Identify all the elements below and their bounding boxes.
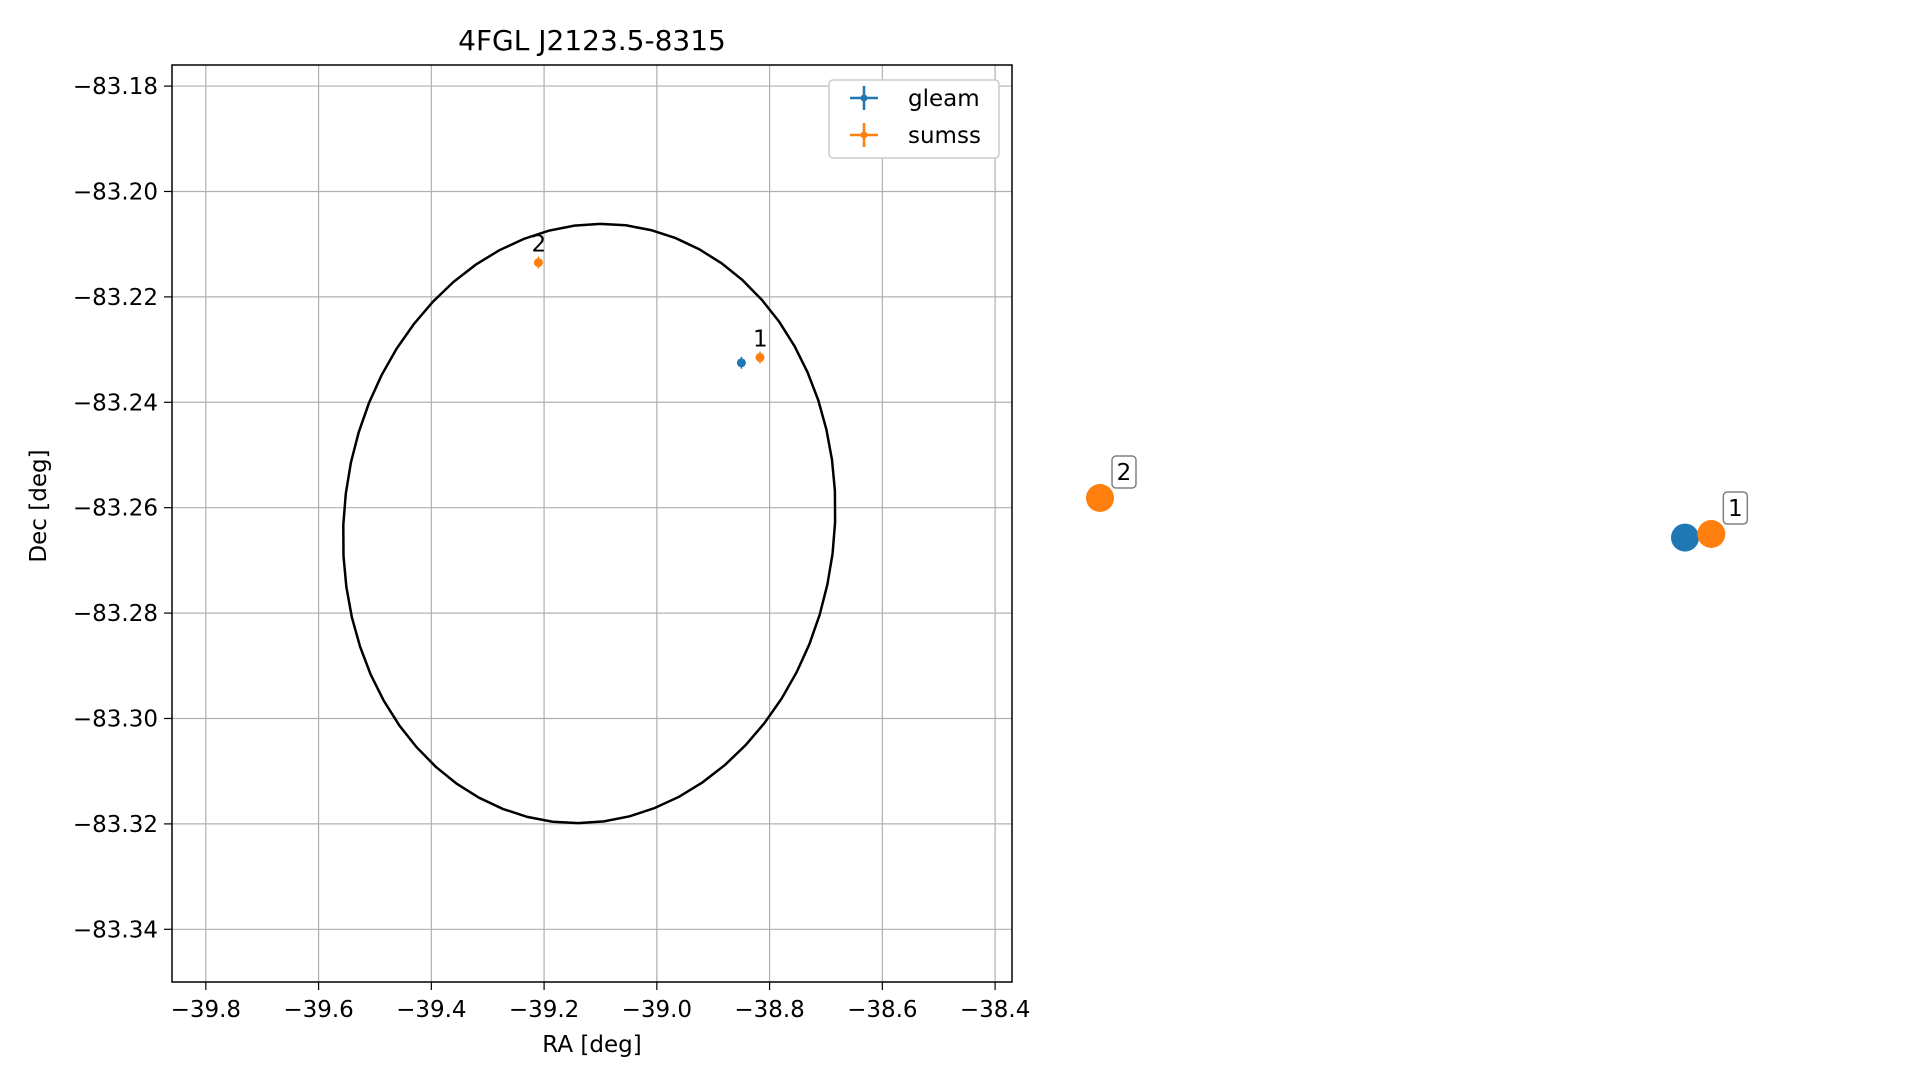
x-axis-label: RA [deg]: [542, 1032, 641, 1058]
overview-label-1: 1: [1722, 491, 1749, 525]
sumss-point-label: 2: [531, 232, 546, 258]
y-tick-label: −83.26: [73, 496, 158, 522]
y-tick-label: −83.34: [73, 917, 158, 943]
grid: [172, 65, 1012, 982]
overview-point: [1086, 484, 1114, 512]
axes-frame: [171, 64, 1013, 983]
sumss-point: [755, 352, 765, 362]
legend-label-gleam: gleam: [908, 86, 980, 112]
gleam-point: [736, 358, 746, 368]
legend-item-gleam: gleam: [850, 86, 980, 112]
x-tick-label: −39.8: [171, 997, 241, 1023]
y-tick-label: −83.32: [73, 812, 158, 838]
y-tick-label: −83.30: [73, 706, 158, 732]
ticks: −39.8 −39.6 −39.4 −39.2 −39.0 −38.8 −38.6 −38.4…: [73, 74, 1030, 1023]
localization-ellipse-layer: [342, 222, 837, 825]
y-tick-label: −83.18: [73, 74, 158, 100]
overview-label-2: 2: [1111, 455, 1137, 489]
sumss-point-label: 1: [753, 326, 768, 352]
overview-panel: 21: [1086, 455, 1749, 552]
overview-point: [1697, 520, 1726, 548]
legend: gleam sumss: [828, 79, 1000, 159]
main-plot: 12 −39.8 −39.6 −39.4 −39.2 −39.0 −38.8 −38.6 −3…: [26, 24, 1030, 1058]
x-tick-label: −39.6: [283, 997, 353, 1023]
overview-label-box: [1722, 491, 1749, 525]
overview-point: [1671, 523, 1699, 552]
sumss-point: [533, 258, 543, 268]
data-points: 12: [531, 232, 768, 369]
overview-label-box: [1111, 455, 1137, 489]
x-tick-label: −39.4: [396, 997, 466, 1023]
overview-label-text: 1: [1728, 496, 1743, 522]
y-axis-label: Dec [deg]: [26, 449, 52, 562]
legend-label-sumss: sumss: [908, 123, 981, 149]
chart-title: 4FGL J2123.5-8315: [458, 24, 726, 57]
y-tick-label: −83.20: [73, 179, 158, 205]
x-tick-label: −38.8: [734, 997, 804, 1023]
y-tick-label: −83.28: [73, 601, 158, 627]
x-tick-label: −39.2: [509, 997, 579, 1023]
x-tick-label: −39.0: [622, 997, 692, 1023]
overview-label-text: 2: [1117, 460, 1132, 486]
localization-ellipse: [342, 222, 837, 825]
legend-marker-sumss: [850, 123, 878, 147]
y-tick-label: −83.24: [73, 390, 158, 416]
legend-marker-gleam: [850, 86, 878, 110]
legend-item-sumss: sumss: [850, 123, 981, 149]
x-tick-label: −38.6: [847, 997, 917, 1023]
x-tick-label: −38.4: [960, 997, 1030, 1023]
legend-box: [828, 79, 1000, 159]
y-tick-label: −83.22: [73, 285, 158, 311]
